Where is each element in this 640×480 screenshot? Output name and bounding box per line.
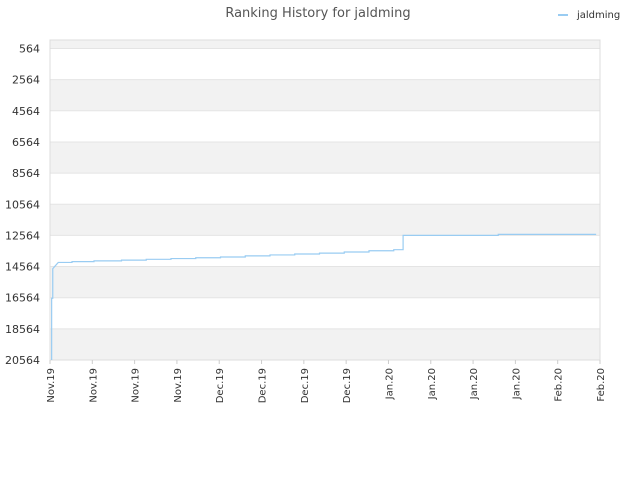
x-tick-label: Jan.20 <box>511 368 522 400</box>
y-axis-ticks: 564 2564 4564 6564 8564 10564 12564 14564 16564 1… <box>5 43 40 368</box>
series-line-jaldming <box>51 233 597 360</box>
grid-band <box>50 328 600 360</box>
y-tick-label: 2564 <box>12 74 40 87</box>
y-tick-label: 12564 <box>5 229 40 242</box>
y-tick-label: 564 <box>19 43 40 56</box>
y-tick-label: 4564 <box>12 105 40 118</box>
x-tick-label: Dec.19 <box>342 368 353 403</box>
grid-band <box>50 204 600 236</box>
y-tick-label: 8564 <box>12 167 40 180</box>
chart-title: Ranking History for jaldming <box>225 6 410 21</box>
grid-band <box>50 48 600 80</box>
grid-band <box>50 40 600 49</box>
y-tick-label: 14564 <box>5 261 40 274</box>
y-tick-label: 10564 <box>5 198 40 211</box>
grid-band <box>50 79 600 111</box>
x-tick-label: Dec.19 <box>300 368 311 403</box>
x-tick-label: Dec.19 <box>258 368 269 403</box>
x-tick-label: Jan.20 <box>427 368 438 400</box>
legend[interactable]: jaldming <box>558 10 620 21</box>
x-axis-ticks: Nov.19 Nov.19 Nov.19 Nov.19 Dec.19 Dec.19 Dec.… <box>46 360 607 403</box>
plot-area-border <box>49 39 601 361</box>
grid-band <box>50 141 600 174</box>
legend-label: jaldming <box>576 10 620 21</box>
x-tick-label: Nov.19 <box>131 368 142 403</box>
grid-bands <box>50 40 600 361</box>
x-tick-label: Feb.20 <box>554 368 565 402</box>
y-tick-label: 6564 <box>12 136 40 149</box>
y-tick-label: 16564 <box>5 292 40 305</box>
x-tick-label: Feb.20 <box>596 368 607 402</box>
grid-band <box>50 297 600 329</box>
y-tick-label: 20564 <box>5 354 40 367</box>
x-tick-label: Nov.19 <box>173 368 184 403</box>
y-tick-label: 18564 <box>5 323 40 336</box>
x-tick-label: Nov.19 <box>46 368 57 403</box>
x-tick-label: Jan.20 <box>469 368 480 400</box>
grid-band <box>50 235 600 267</box>
x-tick-label: Nov.19 <box>88 368 99 403</box>
x-tick-label: Dec.19 <box>215 368 226 403</box>
grid-band <box>50 110 600 142</box>
grid-band <box>50 173 600 205</box>
grid-band <box>50 266 600 298</box>
x-tick-label: Jan.20 <box>384 368 395 400</box>
